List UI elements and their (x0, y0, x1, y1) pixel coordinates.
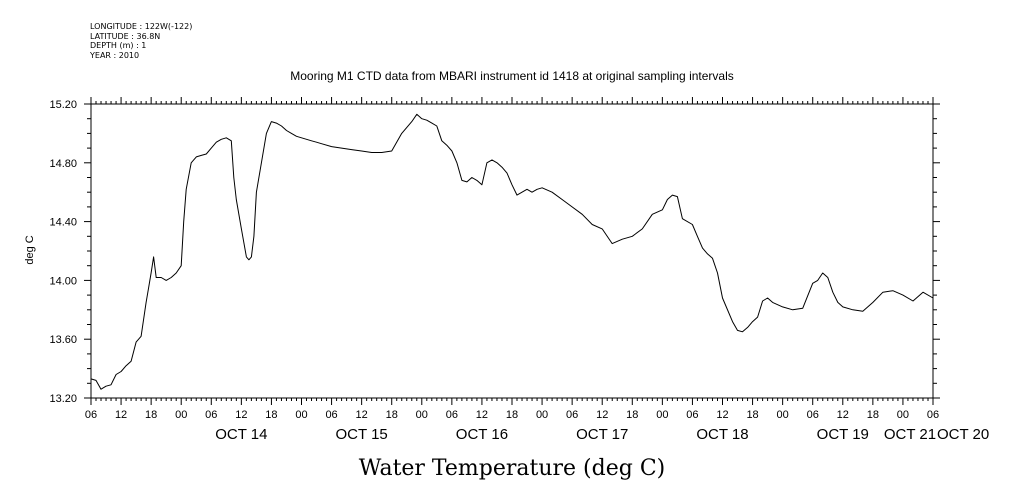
x-hour-label: 06 (325, 409, 337, 421)
y-tick-label: 13.20 (49, 393, 77, 405)
x-day-label: OCT 15 (336, 426, 388, 443)
axis-tick-labels: 13.20 13.60 14.00 14.40 14.80 15.20 06 12 18 00 06… (49, 99, 989, 443)
chart-title: Mooring M1 CTD data from MBARI instrumen… (290, 69, 734, 83)
y-axis-label: deg C (24, 235, 36, 264)
x-day-label: OCT 18 (696, 426, 748, 443)
x-hour-label: 12 (837, 409, 849, 421)
x-hour-label: 18 (746, 409, 758, 421)
depth-text: DEPTH (m) : 1 (90, 41, 147, 50)
data-series (90, 113, 934, 390)
x-hour-label: 12 (596, 409, 608, 421)
x-day-label: OCT 17 (576, 426, 628, 443)
x-hour-label: 12 (476, 409, 488, 421)
x-hour-label: 18 (867, 409, 879, 421)
x-hour-label: 18 (145, 409, 157, 421)
x-hour-label: 06 (807, 409, 819, 421)
series-line (90, 113, 934, 390)
x-hour-label: 18 (386, 409, 398, 421)
y-tick-label: 15.20 (49, 99, 77, 111)
x-hour-label: 00 (777, 409, 789, 421)
longitude-text: LONGITUDE : 122W(-122) (90, 22, 193, 31)
x-day-label: OCT 19 (817, 426, 869, 443)
x-day-label: OCT 21 (884, 426, 936, 443)
year-text: YEAR : 2010 (90, 50, 140, 60)
y-tick-label: 13.60 (49, 334, 77, 346)
x-day-label: OCT 16 (456, 426, 508, 443)
x-hour-label: 18 (506, 409, 518, 421)
y-tick-label: 14.40 (49, 217, 77, 229)
x-hour-label: 06 (927, 409, 939, 421)
x-hour-label: 00 (536, 409, 548, 421)
x-hour-label: 12 (356, 409, 368, 421)
x-hour-label: 12 (716, 409, 728, 421)
x-hour-label: 00 (656, 409, 668, 421)
latitude-text: LATITUDE : 36.8N (90, 31, 161, 41)
x-hour-label: 00 (416, 409, 428, 421)
x-hour-label: 06 (446, 409, 458, 421)
x-hour-label: 18 (626, 409, 638, 421)
x-hour-label: 12 (235, 409, 247, 421)
x-hour-label: 12 (115, 409, 127, 421)
x-hour-label: 00 (175, 409, 187, 421)
metadata-block: LONGITUDE : 122W(-122) LATITUDE : 36.8N … (90, 22, 192, 60)
plot-frame (90, 103, 934, 399)
x-hour-label: 06 (85, 409, 97, 421)
x-day-label: OCT 20 (937, 426, 989, 443)
x-hour-label: 06 (686, 409, 698, 421)
y-tick-label: 14.80 (49, 158, 77, 170)
x-hour-label: 06 (205, 409, 217, 421)
x-axis-label: Water Temperature (deg C) (359, 456, 666, 481)
x-hour-label: 18 (265, 409, 277, 421)
x-hour-label: 06 (566, 409, 578, 421)
x-day-label: OCT 14 (215, 426, 267, 443)
y-tick-label: 14.00 (49, 275, 77, 287)
x-hour-label: 00 (295, 409, 307, 421)
axis-ticks (84, 97, 940, 405)
x-hour-label: 00 (897, 409, 909, 421)
